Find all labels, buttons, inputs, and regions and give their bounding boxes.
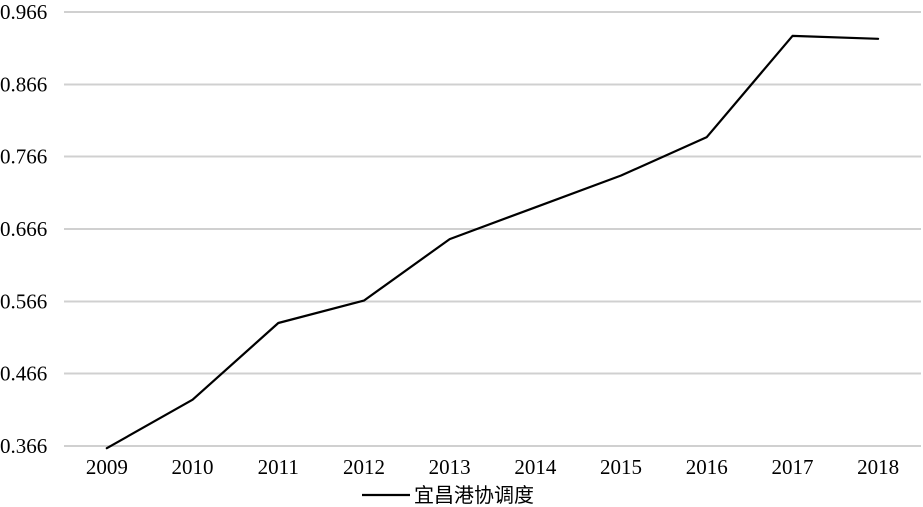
x-tick-label: 2014: [514, 455, 557, 479]
x-tick-label: 2009: [86, 455, 128, 479]
x-tick-label: 2011: [258, 455, 299, 479]
legend: 宜昌港协调度: [362, 483, 534, 507]
x-tick-label: 2018: [857, 455, 899, 479]
grid-lines: [64, 11, 921, 447]
y-tick-label: 0.666: [0, 217, 47, 241]
series-line: [105, 34, 880, 450]
x-tick-label: 2015: [600, 455, 642, 479]
y-tick-label: 0.566: [0, 289, 47, 313]
x-tick-label: 2013: [429, 455, 471, 479]
y-tick-label: 0.966: [0, 0, 47, 24]
x-axis-ticks: 2009 2010 2011 2012 2013 2014 2015 2016 2017 2018: [86, 455, 899, 479]
y-tick-label: 0.466: [0, 362, 47, 386]
series-group: [105, 34, 880, 450]
legend-label: 宜昌港协调度: [414, 483, 534, 507]
x-tick-label: 2017: [771, 455, 813, 479]
x-tick-label: 2010: [172, 455, 214, 479]
y-tick-label: 0.366: [0, 434, 47, 458]
y-tick-label: 0.766: [0, 145, 47, 169]
y-tick-label: 0.866: [0, 72, 47, 96]
x-tick-label: 2012: [343, 455, 385, 479]
y-axis-ticks: 0.366 0.466 0.566 0.666 0.766 0.866 0.966: [0, 0, 47, 458]
x-tick-label: 2016: [686, 455, 728, 479]
